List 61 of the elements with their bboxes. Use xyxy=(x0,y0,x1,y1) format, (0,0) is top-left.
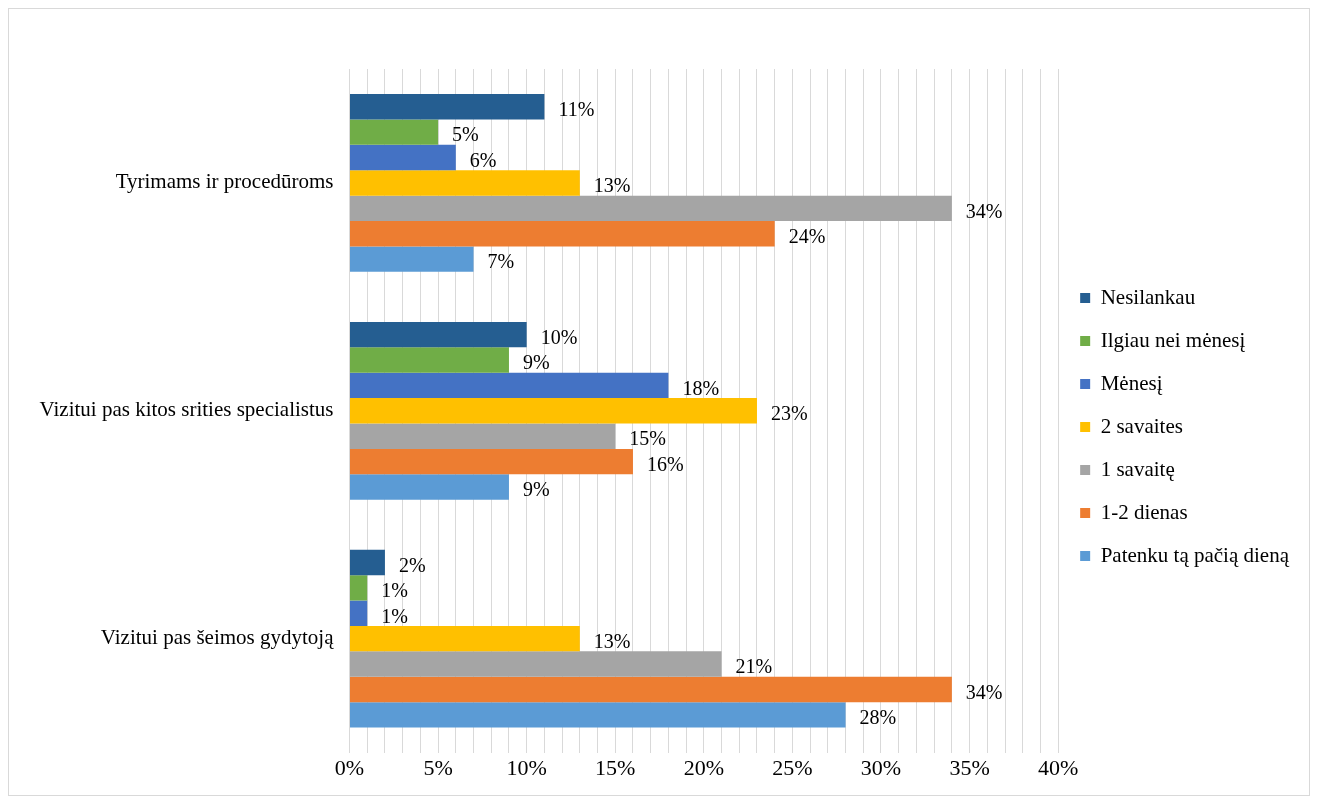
bar xyxy=(350,321,527,348)
data-label: 34% xyxy=(965,199,1003,222)
legend-label: 1-2 dienas xyxy=(1100,499,1188,524)
bar xyxy=(350,549,385,576)
legend-label: 2 savaites xyxy=(1100,413,1183,438)
data-label: 24% xyxy=(788,224,826,247)
data-label: 18% xyxy=(682,376,720,399)
x-tick-label: 25% xyxy=(772,754,813,780)
data-label: 5% xyxy=(452,123,479,146)
bar xyxy=(350,119,439,145)
y-tick-label: Tyrimams ir procedūroms xyxy=(115,169,334,194)
legend-label: 1 savaitę xyxy=(1100,456,1175,481)
bar xyxy=(350,625,580,652)
data-label: 1% xyxy=(381,604,408,627)
x-tick-label: 30% xyxy=(860,754,902,780)
bar xyxy=(350,423,616,449)
bar xyxy=(350,170,580,196)
data-label: 28% xyxy=(859,706,897,729)
data-label: 34% xyxy=(965,680,1003,703)
data-label: 15% xyxy=(629,427,666,450)
data-label: 13% xyxy=(593,629,631,652)
bar xyxy=(350,398,757,424)
legend-label: Ilgiau nei mėnesį xyxy=(1100,327,1246,352)
bar xyxy=(350,372,669,399)
bar xyxy=(350,676,952,703)
x-tick-label: 40% xyxy=(1038,754,1079,780)
data-label: 16% xyxy=(646,452,684,475)
legend-label: Nesilankau xyxy=(1100,284,1196,309)
x-tick-label: 5% xyxy=(423,754,453,780)
bar xyxy=(350,246,474,272)
data-label: 9% xyxy=(522,478,550,501)
bar xyxy=(350,221,775,247)
x-tick-label: 35% xyxy=(949,754,990,780)
legend-label: Mėnesį xyxy=(1100,370,1163,395)
data-label: 1% xyxy=(381,579,408,602)
bar xyxy=(350,474,509,500)
bar xyxy=(350,651,722,677)
data-label: 7% xyxy=(487,250,515,273)
x-tick-label: 20% xyxy=(683,754,724,780)
bar xyxy=(350,195,952,222)
data-label: 13% xyxy=(593,174,631,197)
data-label: 10% xyxy=(540,325,578,348)
y-tick-label: Vizitui pas šeimos gydytoją xyxy=(100,625,335,650)
bar xyxy=(350,600,368,626)
bar xyxy=(350,347,509,373)
x-tick-label: 15% xyxy=(595,754,636,780)
data-label: 9% xyxy=(522,351,550,374)
bar xyxy=(350,448,633,475)
data-label: 6% xyxy=(469,148,497,171)
data-label: 23% xyxy=(770,402,808,425)
y-tick-label: Vizitui pas kitos srities specialistus xyxy=(39,397,334,422)
x-tick-label: 10% xyxy=(506,754,547,780)
data-label: 21% xyxy=(735,655,773,678)
data-label: 2% xyxy=(398,553,426,576)
bar xyxy=(350,575,368,601)
data-label: 11% xyxy=(558,98,595,121)
legend-label: Patenku tą pačią dieną xyxy=(1100,542,1290,567)
bar xyxy=(350,94,545,120)
bar xyxy=(350,702,846,728)
bar xyxy=(350,144,456,171)
x-tick-label: 0% xyxy=(334,754,365,780)
